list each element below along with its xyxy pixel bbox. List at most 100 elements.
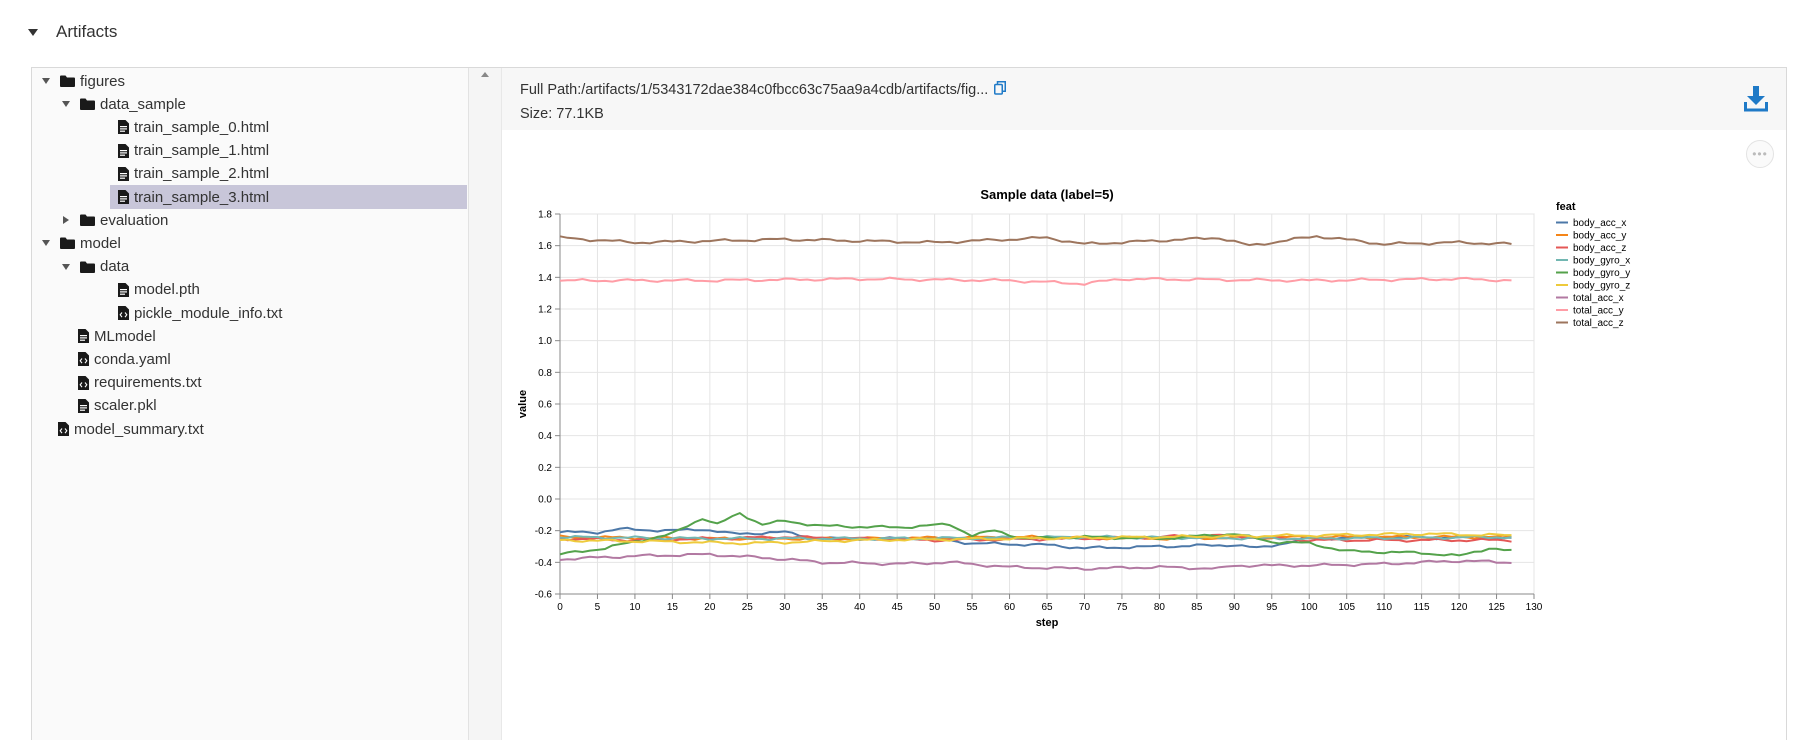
legend-label: total_acc_y <box>1573 306 1624 317</box>
tree-node-label: pickle_module_info.txt <box>134 304 283 322</box>
file-icon <box>118 120 129 135</box>
folder-icon <box>80 261 95 273</box>
y-tick-label: 1.2 <box>538 305 552 316</box>
file-size: Size: 77.1KB <box>520 106 604 122</box>
y-tick-label: 0.8 <box>538 368 552 379</box>
folder-icon <box>80 214 95 227</box>
x-tick-label: 0 <box>557 602 563 613</box>
tree-node-label: MLmodel <box>94 327 156 345</box>
y-tick-label: 0.2 <box>538 463 552 474</box>
tree-file-pickle-module-info-txt[interactable]: pickle_module_info.txt <box>80 301 282 325</box>
x-tick-label: 120 <box>1451 602 1468 613</box>
legend-label: body_acc_y <box>1573 231 1626 242</box>
y-tick-label: 0.4 <box>538 431 552 442</box>
tree-node-label: requirements.txt <box>94 374 202 392</box>
tree-folder-figures[interactable]: figures <box>40 69 125 93</box>
y-tick-label: 1.4 <box>538 273 552 284</box>
more-options-icon[interactable]: ••• <box>1746 140 1774 168</box>
tree-scrollbar[interactable] <box>469 68 502 740</box>
x-tick-label: 35 <box>817 602 829 613</box>
x-tick-label: 65 <box>1041 602 1053 613</box>
x-tick-label: 105 <box>1338 602 1355 613</box>
x-tick-label: 90 <box>1229 602 1241 613</box>
tree-folder-data-sample[interactable]: data_sample <box>60 92 186 116</box>
tree-node-label: conda.yaml <box>94 350 171 368</box>
x-tick-label: 10 <box>629 602 641 613</box>
code-file-icon <box>78 375 89 390</box>
legend-label: total_acc_x <box>1573 293 1624 304</box>
tree-file-train-sample-3-html[interactable]: train_sample_3.html <box>110 185 467 209</box>
x-tick-label: 20 <box>704 602 716 613</box>
tree-file-conda-yaml[interactable]: conda.yaml <box>60 347 171 371</box>
legend-title: feat <box>1556 201 1576 213</box>
file-icon <box>118 282 129 297</box>
y-tick-label: -0.2 <box>535 526 553 537</box>
download-icon[interactable] <box>1744 86 1768 117</box>
artifact-viewer: Full Path:/artifacts/1/5343172dae384c0fb… <box>502 68 1786 740</box>
x-tick-label: 75 <box>1116 602 1128 613</box>
tree-folder-model[interactable]: model <box>40 231 121 255</box>
x-tick-label: 25 <box>742 602 754 613</box>
x-tick-label: 95 <box>1266 602 1278 613</box>
tree-node-label: scaler.pkl <box>94 397 157 415</box>
y-axis-label: value <box>517 390 529 418</box>
caret-down-icon <box>28 28 38 36</box>
y-tick-label: -0.6 <box>535 590 553 601</box>
tree-folder-data[interactable]: data <box>60 255 129 279</box>
collapse-toggle-icon[interactable] <box>40 75 52 87</box>
x-tick-label: 60 <box>1004 602 1016 613</box>
expand-toggle-icon[interactable] <box>60 214 72 226</box>
file-icon <box>118 166 129 181</box>
legend-label: body_gyro_z <box>1573 281 1630 292</box>
tree-file-model-summary-txt[interactable]: model_summary.txt <box>40 417 204 441</box>
artifacts-section-toggle[interactable]: Artifacts <box>28 22 117 42</box>
file-icon <box>118 143 129 158</box>
tree-node-label: model_summary.txt <box>74 420 204 438</box>
folder-icon <box>60 75 75 87</box>
folder-icon <box>80 98 95 111</box>
file-icon <box>78 329 89 344</box>
tree-node-label: figures <box>80 72 126 90</box>
x-tick-label: 125 <box>1488 602 1505 613</box>
tree-file-train-sample-2-html[interactable]: train_sample_2.html <box>80 162 269 186</box>
legend-label: body_gyro_y <box>1573 268 1630 279</box>
collapse-toggle-icon[interactable] <box>60 261 72 273</box>
full-path-text: Full Path:/artifacts/1/5343172dae384c0fb… <box>520 82 989 98</box>
file-icon <box>118 190 129 204</box>
legend-label: body_acc_x <box>1573 218 1626 229</box>
y-tick-label: 1.8 <box>538 210 552 221</box>
tree-file-model-pth[interactable]: model.pth <box>80 278 200 302</box>
y-tick-label: 1.6 <box>538 241 552 252</box>
code-file-icon <box>58 422 69 436</box>
y-tick-label: 0.0 <box>538 495 552 506</box>
section-title: Artifacts <box>56 22 118 41</box>
y-tick-label: 0.6 <box>538 400 552 411</box>
tree-file-scaler-pkl[interactable]: scaler.pkl <box>60 394 157 418</box>
x-tick-label: 80 <box>1154 602 1166 613</box>
x-tick-label: 30 <box>779 602 791 613</box>
collapse-toggle-icon[interactable] <box>40 237 52 249</box>
series-line-total-acc-z <box>559 235 1512 247</box>
tree-file-requirements-txt[interactable]: requirements.txt <box>60 371 202 395</box>
tree-node-label: train_sample_3.html <box>134 188 270 206</box>
tree-file-mlmodel[interactable]: MLmodel <box>60 324 156 348</box>
collapse-toggle-icon[interactable] <box>60 98 72 110</box>
tree-node-label: train_sample_2.html <box>134 165 270 183</box>
y-tick-label: 1.0 <box>538 336 552 347</box>
tree-node-label: evaluation <box>100 211 169 229</box>
tree-node-label: model <box>80 234 121 252</box>
series-line-total-acc-y <box>559 276 1512 286</box>
tree-file-train-sample-1-html[interactable]: train_sample_1.html <box>80 139 269 163</box>
x-tick-label: 70 <box>1079 602 1091 613</box>
tree-node-label: data_sample <box>100 95 186 113</box>
scroll-up-icon[interactable] <box>481 72 489 77</box>
x-tick-label: 85 <box>1191 602 1203 613</box>
series-line-total-acc-x <box>559 552 1512 571</box>
tree-node-label: train_sample_1.html <box>134 142 270 160</box>
copy-icon[interactable] <box>994 81 1007 99</box>
tree-folder-evaluation[interactable]: evaluation <box>60 208 168 232</box>
chart-title: Sample data (label=5) <box>980 187 1113 202</box>
tree-file-train-sample-0-html[interactable]: train_sample_0.html <box>80 115 269 139</box>
